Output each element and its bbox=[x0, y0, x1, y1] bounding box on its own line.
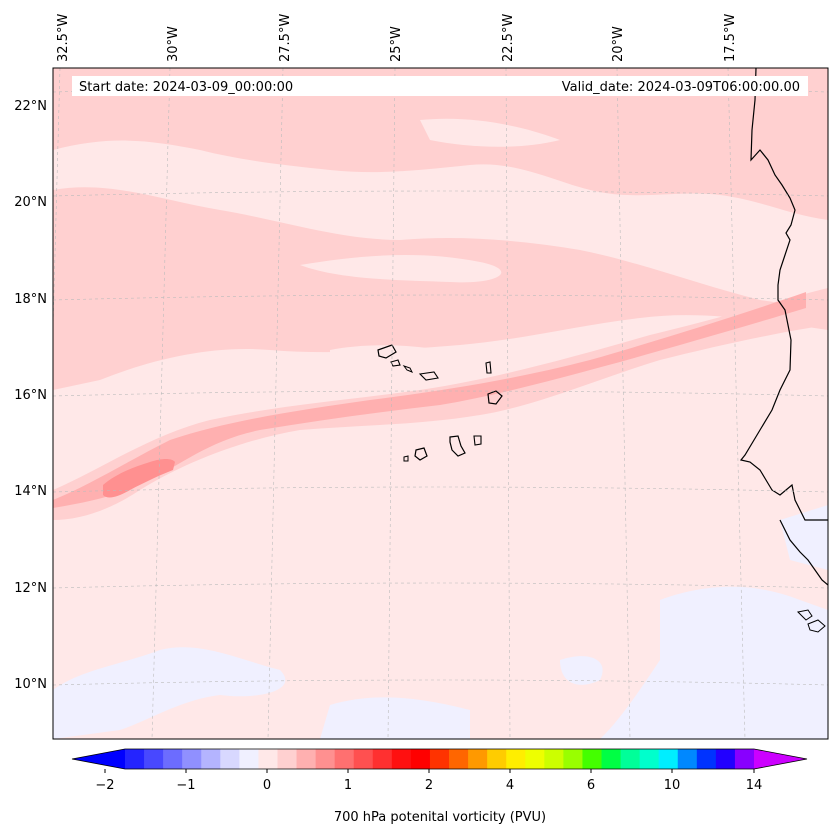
colorbar-label: 700 hPa potenital vorticity (PVU) bbox=[334, 810, 546, 825]
pv-field-negative-s bbox=[320, 697, 470, 739]
coastline-africa bbox=[739, 68, 828, 521]
colorbar-cell bbox=[163, 749, 183, 769]
pv-field-north bbox=[53, 68, 828, 220]
colorbar-cell bbox=[449, 749, 469, 769]
colorbar-tick-label: 6 bbox=[587, 778, 595, 793]
lat-label-18n: 18°N bbox=[14, 292, 47, 307]
lon-label-25w: 25°W bbox=[389, 26, 404, 62]
island-sal bbox=[485, 361, 492, 374]
gridlines bbox=[53, 68, 828, 739]
island-santo-antao bbox=[377, 344, 397, 359]
coastline-guinea bbox=[779, 519, 828, 586]
colorbar-arrow-high bbox=[754, 749, 807, 769]
colorbar-cell bbox=[525, 749, 545, 769]
start-date-text: Start date: 2024-03-09_00:00:00 bbox=[79, 80, 293, 95]
colorbar-cell bbox=[296, 749, 317, 769]
colorbar-cell bbox=[639, 749, 660, 769]
colorbar: −2 −1 0 1 2 4 6 10 14 700 hPa potenital vorticit… bbox=[71, 748, 808, 825]
island-sao-nicolau bbox=[418, 371, 439, 381]
colorbar-cell bbox=[220, 749, 240, 769]
lat-label-12n: 12°N bbox=[14, 581, 47, 596]
colorbar-cell bbox=[277, 749, 298, 769]
colorbar-cell bbox=[658, 749, 679, 769]
island-fogo bbox=[414, 447, 428, 461]
colorbar-cell bbox=[544, 749, 564, 769]
map-frame bbox=[52, 67, 829, 740]
colorbar-cell bbox=[372, 749, 393, 769]
coastline-island-1 bbox=[796, 609, 813, 621]
colorbar-cell bbox=[582, 749, 603, 769]
island-santa-luzia bbox=[402, 365, 414, 373]
colorbar-cell bbox=[715, 749, 736, 769]
island-brava bbox=[403, 455, 409, 462]
map-area: Start date: 2024-03-09_00:00:00 Valid_da… bbox=[53, 68, 828, 739]
pv-field-hole-4 bbox=[330, 345, 450, 362]
colorbar-cell bbox=[696, 749, 717, 769]
pv-field-mid bbox=[53, 187, 828, 390]
colorbar-tick-label: 14 bbox=[746, 778, 763, 793]
colorbar-tick-label: 0 bbox=[263, 778, 271, 793]
colorbar-outline bbox=[71, 748, 808, 770]
colorbar-cell bbox=[487, 749, 507, 769]
lat-label-10n: 10°N bbox=[14, 677, 47, 692]
colorbar-tick-label: −1 bbox=[176, 778, 195, 793]
colorbar-tick-label: −2 bbox=[95, 778, 114, 793]
island-sao-vicente bbox=[390, 359, 401, 367]
colorbar-cell bbox=[239, 749, 259, 769]
lon-label-17-5w: 17.5°W bbox=[723, 14, 738, 62]
colorbar-cell bbox=[258, 749, 278, 769]
colorbar-cell bbox=[334, 749, 355, 769]
coastline-island-2 bbox=[807, 619, 826, 633]
colorbar-cell bbox=[201, 749, 221, 769]
colorbar-cell bbox=[620, 749, 641, 769]
colorbar-cell bbox=[182, 749, 202, 769]
lon-label-20w: 20°W bbox=[611, 26, 626, 62]
lat-label-16n: 16°N bbox=[14, 388, 47, 403]
pv-field-negative-coast bbox=[780, 505, 828, 570]
pv-field-negative-sw bbox=[53, 647, 286, 739]
colorbar-cell bbox=[144, 749, 164, 769]
pv-field-hole-2 bbox=[300, 254, 502, 283]
colorbar-cell bbox=[429, 749, 450, 769]
pv-field-negative-blob bbox=[560, 656, 603, 685]
header-bar bbox=[72, 76, 808, 96]
island-boa-vista bbox=[487, 390, 503, 405]
longitude-labels: 32.5°W 30°W 27.5°W 25°W 22.5°W 20°W 17.5… bbox=[56, 14, 738, 62]
lat-label-20n: 20°N bbox=[14, 195, 47, 210]
pv-field-negative-se bbox=[600, 586, 828, 739]
colorbar-tick-label: 2 bbox=[425, 778, 433, 793]
pv-band-core bbox=[103, 459, 175, 498]
colorbar-cell bbox=[563, 749, 583, 769]
colorbar-tick-label: 1 bbox=[344, 778, 352, 793]
colorbar-cells bbox=[125, 749, 755, 769]
pv-field-hole-3 bbox=[420, 118, 560, 147]
colorbar-cell bbox=[315, 749, 336, 769]
pv-band-inner bbox=[53, 292, 806, 508]
island-santiago bbox=[449, 435, 466, 457]
colorbar-cell bbox=[125, 749, 145, 769]
colorbar-cell bbox=[391, 749, 412, 769]
colorbar-tick-label: 4 bbox=[506, 778, 514, 793]
colorbar-cell bbox=[506, 749, 526, 769]
colorbar-ticks: −2 −1 0 1 2 4 6 10 14 bbox=[95, 769, 762, 793]
latitude-labels: 22°N 20°N 18°N 16°N 14°N 12°N 10°N bbox=[14, 99, 47, 692]
colorbar-cell bbox=[601, 749, 622, 769]
valid-date-text: Valid_date: 2024-03-09T06:00:00.00 bbox=[562, 80, 800, 95]
island-maio bbox=[473, 435, 482, 446]
lat-label-22n: 22°N bbox=[14, 99, 47, 114]
colorbar-cell bbox=[677, 749, 698, 769]
lon-label-27-5w: 27.5°W bbox=[278, 14, 293, 62]
pv-field-hole-1 bbox=[89, 150, 240, 186]
colorbar-cell bbox=[353, 749, 374, 769]
lon-label-32-5w: 32.5°W bbox=[56, 14, 71, 62]
lat-label-14n: 14°N bbox=[14, 484, 47, 499]
colorbar-cell bbox=[734, 749, 755, 769]
colorbar-cell bbox=[468, 749, 488, 769]
colorbar-tick-label: 10 bbox=[664, 778, 681, 793]
colorbar-arrow-low bbox=[72, 749, 125, 769]
colorbar-cell bbox=[410, 749, 431, 769]
lon-label-22-5w: 22.5°W bbox=[501, 14, 516, 62]
lon-label-30w: 30°W bbox=[166, 26, 181, 62]
